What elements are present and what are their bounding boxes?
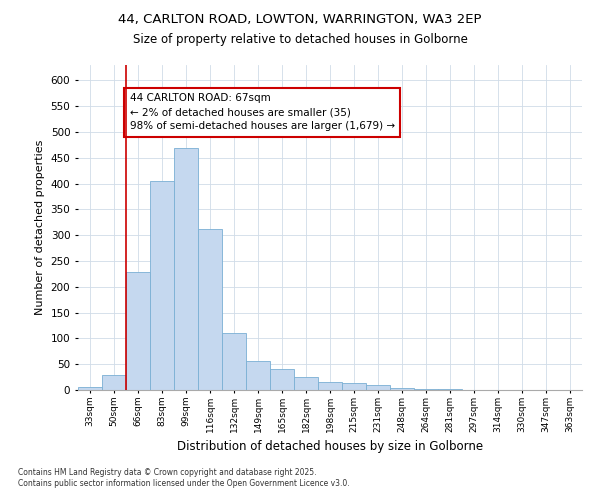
Bar (270, 370, 294, 390)
Bar (318, 382, 342, 390)
Bar (342, 384, 366, 390)
Bar (102, 374, 126, 390)
Y-axis label: Number of detached properties: Number of detached properties (35, 140, 45, 315)
Bar (78, 388, 102, 390)
Text: 44, CARLTON ROAD, LOWTON, WARRINGTON, WA3 2EP: 44, CARLTON ROAD, LOWTON, WARRINGTON, WA… (118, 12, 482, 26)
Bar (390, 388, 414, 390)
Bar (174, 148, 198, 390)
Text: Size of property relative to detached houses in Golborne: Size of property relative to detached ho… (133, 32, 467, 46)
Bar (246, 360, 270, 390)
Bar (126, 272, 150, 390)
Text: 44 CARLTON ROAD: 67sqm
← 2% of detached houses are smaller (35)
98% of semi-deta: 44 CARLTON ROAD: 67sqm ← 2% of detached … (130, 94, 395, 132)
Bar (414, 389, 438, 390)
Bar (294, 377, 318, 390)
X-axis label: Distribution of detached houses by size in Golborne: Distribution of detached houses by size … (177, 440, 483, 454)
Bar (198, 229, 222, 390)
Bar (222, 334, 246, 390)
Bar (150, 181, 174, 390)
Bar (366, 385, 390, 390)
Text: Contains HM Land Registry data © Crown copyright and database right 2025.
Contai: Contains HM Land Registry data © Crown c… (18, 468, 350, 487)
